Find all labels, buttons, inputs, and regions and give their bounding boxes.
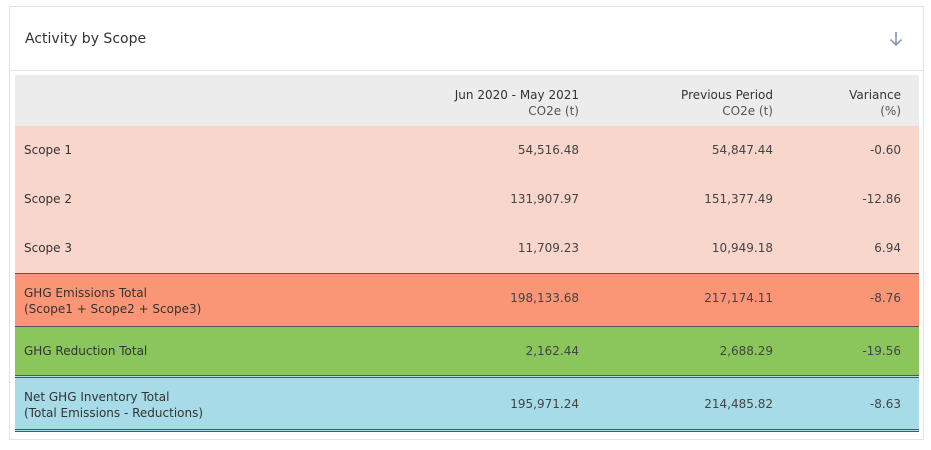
row-variance-value: -8.63 xyxy=(869,397,901,411)
header-previous-unit: CO2e (t) xyxy=(722,104,773,118)
header-previous-period: Previous Period CO2e (t) xyxy=(615,87,773,119)
row-variance-value: -8.76 xyxy=(869,291,901,305)
row-current-value: 195,971.24 xyxy=(510,397,579,411)
row-previous-value: 151,377.49 xyxy=(704,192,773,206)
table-row-ghg-emissions-total: GHG Emissions Total (Scope1 + Scope2 + S… xyxy=(15,273,919,326)
row-previous-value: 214,485.82 xyxy=(704,397,773,411)
header-current-period: Jun 2020 - May 2021 CO2e (t) xyxy=(435,87,579,119)
row-previous-value: 10,949.18 xyxy=(711,241,773,255)
scope-table: Jun 2020 - May 2021 CO2e (t) Previous Pe… xyxy=(15,75,919,432)
header-current-unit: CO2e (t) xyxy=(528,104,579,118)
row-label-subtitle: (Scope1 + Scope2 + Scope3) xyxy=(24,302,202,316)
table-row-net-ghg-inventory-total: Net GHG Inventory Total (Total Emissions… xyxy=(15,375,919,432)
table-header-row: Jun 2020 - May 2021 CO2e (t) Previous Pe… xyxy=(15,75,919,126)
row-current-value: 11,709.23 xyxy=(517,241,579,255)
row-variance-value: -0.60 xyxy=(869,143,901,157)
card-title: Activity by Scope xyxy=(25,31,147,47)
row-previous-value: 217,174.11 xyxy=(704,291,773,305)
row-previous-value: 54,847.44 xyxy=(711,143,773,157)
row-label: Net GHG Inventory Total (Total Emissions… xyxy=(24,389,203,421)
row-label: GHG Emissions Total (Scope1 + Scope2 + S… xyxy=(24,285,201,317)
row-current-value: 2,162.44 xyxy=(525,344,579,358)
header-variance-unit: (%) xyxy=(880,104,901,118)
row-label-subtitle: (Total Emissions - Reductions) xyxy=(24,406,204,420)
row-variance-value: -12.86 xyxy=(862,192,901,206)
table-row-scope-2: Scope 2 131,907.97 151,377.49 -12.86 xyxy=(15,175,919,224)
row-current-value: 198,133.68 xyxy=(510,291,579,305)
row-current-value: 54,516.48 xyxy=(517,143,579,157)
row-label: GHG Reduction Total xyxy=(24,344,148,358)
table-row-ghg-reduction-total: GHG Reduction Total 2,162.44 2,688.29 -1… xyxy=(15,326,919,375)
header-variance-title: Variance xyxy=(849,88,901,102)
row-previous-value: 2,688.29 xyxy=(719,344,773,358)
header-previous-title: Previous Period xyxy=(681,88,773,102)
row-label-title: GHG Emissions Total xyxy=(24,286,147,300)
header-current-title: Jun 2020 - May 2021 xyxy=(454,88,579,102)
arrow-down-icon[interactable] xyxy=(887,29,905,49)
row-current-value: 131,907.97 xyxy=(510,192,579,206)
row-label: Scope 2 xyxy=(24,192,73,206)
row-label-title: Net GHG Inventory Total xyxy=(24,390,170,404)
row-label: Scope 3 xyxy=(24,241,73,255)
activity-by-scope-card: Activity by Scope Jun 2020 - May 2021 CO… xyxy=(9,6,924,440)
row-variance-value: 6.94 xyxy=(874,241,901,255)
row-variance-value: -19.56 xyxy=(862,344,901,358)
table-row-scope-3: Scope 3 11,709.23 10,949.18 6.94 xyxy=(15,224,919,273)
row-label: Scope 1 xyxy=(24,143,73,157)
table-row-scope-1: Scope 1 54,516.48 54,847.44 -0.60 xyxy=(15,126,919,175)
card-header: Activity by Scope xyxy=(10,7,923,71)
header-variance: Variance (%) xyxy=(805,87,901,119)
